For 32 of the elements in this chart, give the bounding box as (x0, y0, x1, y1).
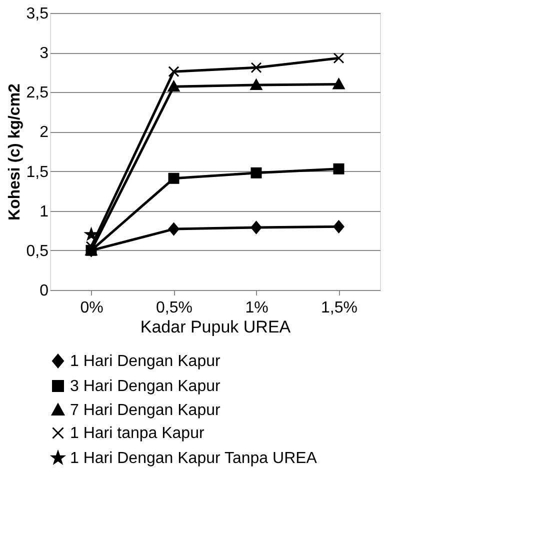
point (168, 172, 180, 184)
x-tick-label: 1,5% (321, 300, 358, 316)
y-tick-label: 3 (40, 45, 49, 62)
y-tick-label: 0,5 (26, 242, 49, 260)
point (332, 78, 345, 90)
y-tick-label: 3,5 (26, 6, 49, 22)
x-axis-title: Kadar Pupuk UREA (140, 318, 292, 336)
y-tick-label: 0 (40, 282, 49, 300)
x-tick-label: 1% (245, 300, 268, 316)
point (250, 167, 262, 178)
point (168, 66, 180, 78)
y-tick-label: 2,5 (26, 84, 49, 102)
y-tick-label: 1,5 (26, 164, 49, 181)
legend-label: 1 Hari Dengan Kapur (70, 353, 221, 370)
legend-label: 7 Hari Dengan Kapur (70, 402, 221, 419)
point (333, 163, 344, 174)
point (168, 222, 180, 236)
y-tick-label: 1 (40, 203, 49, 220)
y-tick-label: 2 (40, 124, 49, 142)
point (168, 80, 180, 92)
legend-label: 1 Hari tanpa Kapur (70, 425, 205, 442)
point (250, 62, 262, 74)
point (333, 52, 344, 64)
point (85, 228, 98, 240)
x-tick-label: 0,5% (156, 300, 192, 316)
y-axis-title: Kohesi (c) kg/cm2 (6, 83, 24, 220)
x-tick-label: 0% (80, 300, 104, 316)
legend-label: 3 Hari Dengan Kapur (70, 378, 221, 395)
legend-label: 1 Hari Dengan Kapur Tanpa UREA (70, 450, 318, 467)
point (250, 221, 262, 234)
point (250, 79, 262, 90)
point (333, 220, 344, 234)
